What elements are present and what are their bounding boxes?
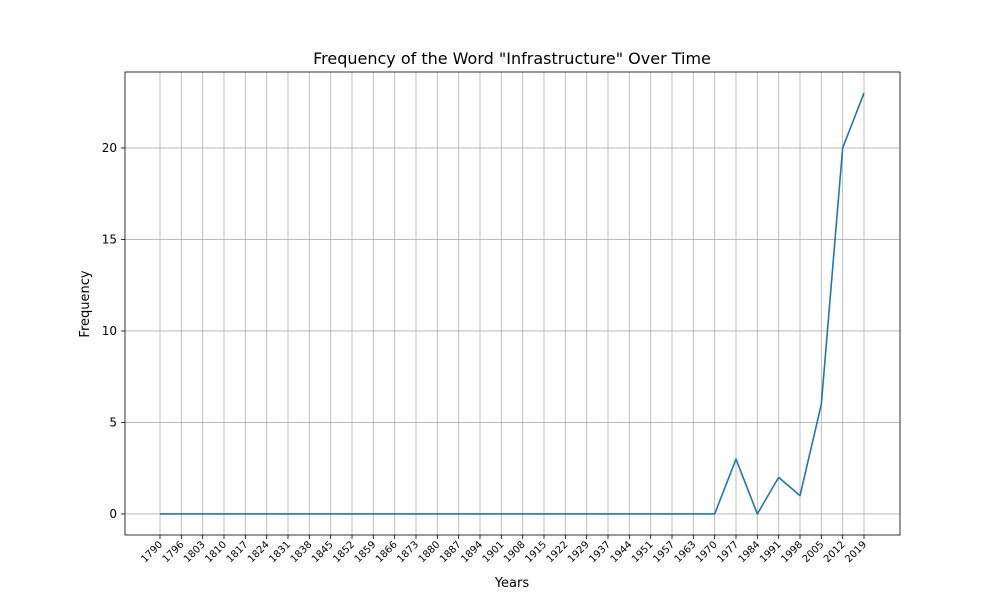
x-tick-label: 1838 — [289, 539, 315, 565]
x-tick-label: 1887 — [438, 539, 464, 565]
x-tick-label: 1970 — [694, 539, 720, 565]
y-tick-label: 10 — [102, 324, 117, 338]
x-tick-label: 1859 — [353, 539, 379, 565]
x-tick-label: 1831 — [267, 539, 293, 565]
x-tick-label: 1796 — [161, 539, 187, 565]
x-tick-label: 1810 — [203, 539, 229, 565]
x-tick-label: 1929 — [566, 539, 592, 565]
x-tick-label: 1977 — [715, 539, 741, 565]
y-tick-label: 5 — [109, 415, 117, 429]
x-tick-label: 1944 — [609, 539, 635, 565]
x-tick-label: 1873 — [395, 539, 421, 565]
grid-layer — [125, 72, 900, 535]
x-tick-label: 1951 — [630, 539, 656, 565]
x-tick-label: 1915 — [523, 539, 549, 565]
x-tick-label: 1908 — [502, 539, 528, 565]
y-axis-ticks: 0 5 10 15 20 — [102, 141, 125, 521]
plot-frame — [124, 71, 901, 536]
x-tick-label: 2012 — [822, 539, 848, 565]
x-tick-label: 1790 — [139, 539, 165, 565]
x-tick-label: 1880 — [417, 539, 443, 565]
x-tick-label: 1984 — [737, 539, 763, 565]
y-tick-label: 0 — [109, 507, 117, 521]
x-tick-label: 1901 — [481, 539, 507, 565]
x-tick-label: 2005 — [801, 539, 827, 565]
x-tick-label: 1852 — [331, 539, 357, 565]
x-axis-label: Years — [494, 576, 530, 591]
series-line — [160, 92, 865, 515]
x-tick-label: 1866 — [374, 539, 400, 565]
x-tick-label: 1963 — [673, 539, 699, 565]
x-tick-label: 2019 — [843, 539, 869, 565]
x-tick-label: 1957 — [651, 539, 677, 565]
x-tick-label: 1991 — [758, 539, 784, 565]
x-axis-ticks: 1790179618031810181718241831183818451852… — [139, 535, 869, 565]
y-axis-label: Frequency — [78, 270, 93, 337]
series-layer — [159, 92, 865, 515]
x-tick-label: 1937 — [587, 539, 613, 565]
x-tick-label: 1817 — [225, 539, 251, 565]
chart-title: Frequency of the Word "Infrastructure" O… — [313, 49, 711, 68]
x-tick-label: 1845 — [310, 539, 336, 565]
x-tick-label: 1894 — [459, 539, 485, 565]
x-tick-label: 1824 — [246, 539, 272, 565]
y-tick-label: 20 — [102, 141, 117, 155]
x-tick-label: 1998 — [779, 539, 805, 565]
x-tick-label: 1803 — [182, 539, 208, 565]
x-tick-label: 1922 — [545, 539, 571, 565]
y-tick-label: 15 — [102, 232, 117, 246]
